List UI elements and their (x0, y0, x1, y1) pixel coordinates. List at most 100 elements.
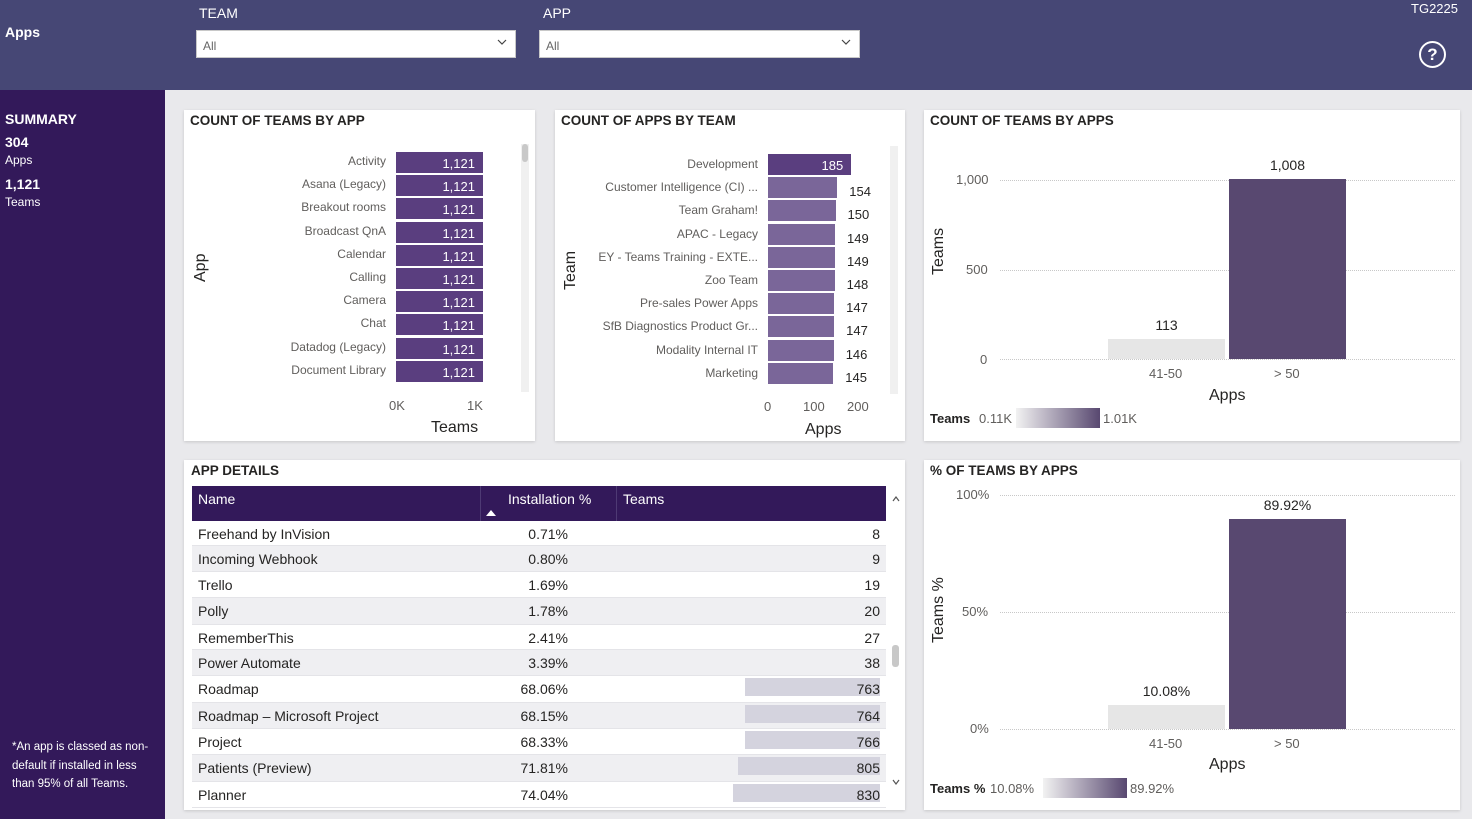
legend-max: 89.92% (1130, 781, 1175, 796)
bar[interactable] (768, 270, 835, 291)
x-tick: 1K (467, 398, 483, 413)
non-default-footnote: *An app is classed as non-default if ins… (12, 741, 149, 790)
y-tick-label: Pre-sales Power Apps (639, 296, 758, 311)
chevron-up-icon[interactable] (892, 495, 900, 503)
legend-min: 10.08% (990, 781, 1035, 796)
cell-name: Polly (198, 603, 229, 619)
app-slicer-dropdown[interactable]: All (539, 30, 860, 58)
legend-min: 0.11K (979, 411, 1013, 426)
y-tick: 500 (966, 262, 988, 277)
pct-teams-by-apps-card[interactable]: % OF TEAMS BY APPS Teams % 100% 50% 0% 1… (924, 460, 1460, 810)
chevron-down-icon[interactable] (892, 778, 900, 786)
bar[interactable] (396, 221, 483, 243)
bar[interactable] (768, 177, 838, 199)
bar[interactable] (396, 244, 483, 266)
bar[interactable] (396, 291, 483, 313)
y-tick-label: Calling (349, 270, 386, 284)
bar[interactable] (396, 337, 483, 359)
bar[interactable] (768, 362, 834, 384)
scrollbar-thumb[interactable] (522, 144, 528, 162)
scrollbar[interactable] (890, 146, 898, 394)
y-tick: 1,000 (956, 172, 989, 187)
help-icon[interactable]: ? (1419, 41, 1446, 68)
data-label: 1,121 (442, 179, 475, 195)
data-label: 1,121 (442, 272, 475, 287)
y-tick: 0% (970, 721, 989, 736)
summary-sidebar: SUMMARY 304 Apps 1,121 Teams *An app is … (0, 90, 165, 819)
y-axis-title: Teams (930, 227, 947, 275)
y-tick-label: Development (687, 157, 758, 171)
table-row[interactable]: Planner 74.04% 830 (192, 782, 886, 808)
bar[interactable] (396, 268, 483, 289)
gridline (1000, 729, 1455, 730)
bar[interactable] (396, 198, 483, 220)
data-label: 1,121 (442, 341, 475, 357)
scrollbar-thumb[interactable] (892, 645, 899, 667)
table-row[interactable]: Trello 1.69% 19 (192, 572, 886, 598)
column-header-teams[interactable]: Teams (623, 491, 665, 507)
table-row[interactable]: Patients (Preview) 71.81% 805 (192, 755, 886, 782)
cell-installation: 68.15% (520, 708, 568, 724)
y-tick-label: APAC - Legacy (676, 226, 758, 241)
column-header-installation[interactable]: Installation % (508, 491, 592, 507)
cell-installation: 3.39% (528, 655, 568, 671)
cell-name: RememberThis (198, 630, 294, 646)
apps-label: Apps (5, 153, 33, 167)
bar[interactable] (396, 175, 483, 197)
bar[interactable] (768, 339, 834, 361)
table-row[interactable]: Roadmap 68.06% 763 (192, 676, 886, 703)
x-axis-title: Apps (1209, 756, 1246, 773)
y-tick-label: Calendar (337, 246, 386, 261)
y-tick-label: Camera (343, 293, 386, 308)
table-row[interactable]: Polly 1.78% 20 (192, 598, 886, 625)
table-row[interactable]: Freehand by InVision 0.71% 8 (192, 521, 886, 546)
table-row[interactable]: Incoming Webhook 0.80% 9 (192, 546, 886, 572)
y-tick-label: EY - Teams Training - EXTE... (598, 249, 758, 264)
column-header-name[interactable]: Name (198, 491, 236, 507)
y-tick: 0 (980, 352, 988, 367)
teams-by-apps-card[interactable]: COUNT OF TEAMS BY APPS Teams 1,000 500 0… (924, 110, 1460, 441)
table-scrollbar[interactable] (890, 495, 902, 795)
table-row[interactable]: Roadmap – Microsoft Project 68.15% 764 (192, 703, 886, 729)
bar[interactable] (768, 246, 836, 268)
data-label: 145 (845, 369, 867, 385)
y-tick: 50% (962, 604, 989, 619)
table-row[interactable]: Power Automate 3.39% 38 (192, 650, 886, 676)
x-tick: 0K (389, 398, 405, 413)
column-divider (616, 486, 617, 521)
data-label: 1,121 (442, 295, 475, 311)
card-title: APP DETAILS (191, 463, 280, 478)
data-label: 147 (846, 323, 868, 339)
app-details-card[interactable]: APP DETAILS Name Installation % Teams Fr… (184, 460, 905, 810)
data-label: 147 (846, 300, 868, 316)
bar[interactable] (396, 314, 483, 336)
bar[interactable] (768, 316, 835, 338)
scrollbar[interactable] (521, 144, 529, 392)
apps-by-team-card[interactable]: COUNT OF APPS BY TEAM Team Development 18… (555, 110, 905, 441)
bar[interactable] (1108, 705, 1225, 729)
bar[interactable] (768, 200, 836, 222)
team-slicer-dropdown[interactable]: All (196, 30, 516, 58)
bar[interactable] (768, 293, 835, 315)
cell-name: Patients (Preview) (198, 760, 312, 776)
bar[interactable] (1229, 518, 1346, 729)
cell-teams: 27 (864, 630, 880, 646)
cell-teams: 19 (864, 577, 880, 593)
table-row[interactable]: RememberThis 2.41% 27 (192, 625, 886, 650)
legend-gradient (1043, 778, 1127, 798)
teams-by-app-card[interactable]: COUNT OF TEAMS BY APP App Activity 1,121 A… (184, 110, 535, 441)
bar[interactable] (396, 152, 483, 173)
bar[interactable] (396, 360, 483, 382)
bar[interactable] (768, 223, 836, 245)
table-row[interactable]: Project 68.33% 766 (192, 729, 886, 755)
y-tick-label: Breakout rooms (301, 200, 386, 215)
teams-databar (745, 678, 880, 696)
cell-installation: 74.04% (520, 787, 568, 803)
cell-teams: 38 (864, 655, 880, 671)
gridline (1000, 495, 1455, 496)
bar[interactable] (1108, 338, 1225, 359)
bar[interactable] (1229, 178, 1346, 359)
cell-teams: 8 (872, 526, 880, 542)
bar[interactable] (768, 154, 852, 175)
header-bar: Apps TEAM All APP All TG2225 ? (0, 0, 1472, 90)
